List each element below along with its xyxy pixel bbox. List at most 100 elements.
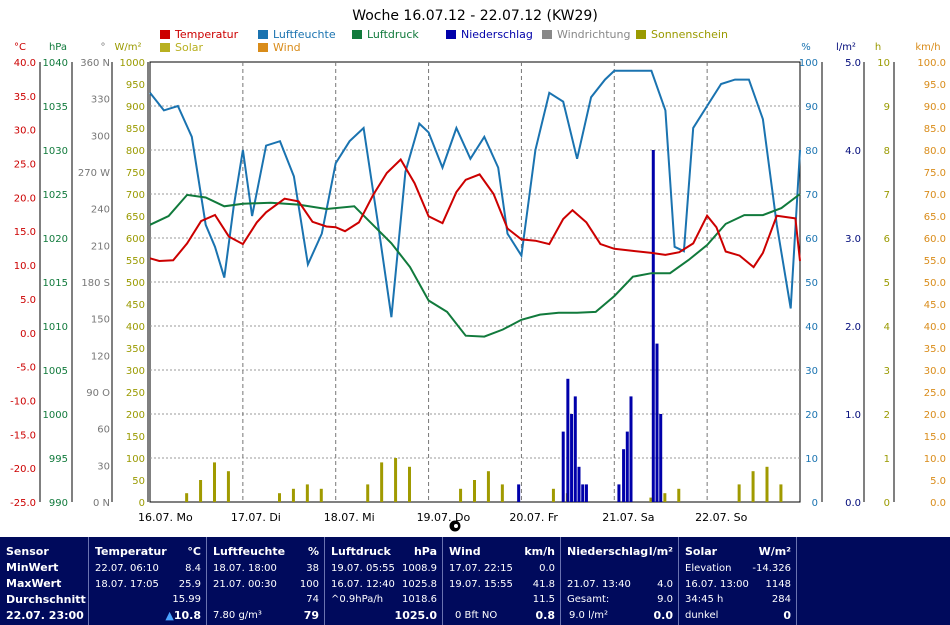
legend-label: Niederschlag <box>461 28 533 41</box>
y-tick-label: 4 <box>884 322 890 333</box>
y-tick-label: 10 <box>877 58 890 69</box>
y-tick-label: 0.0 <box>20 329 36 340</box>
y-tick-label: 150 <box>126 432 145 443</box>
y-tick-label: 850 <box>126 124 145 135</box>
y-tick-label: 150 <box>91 315 110 326</box>
rain-bar <box>625 431 629 502</box>
hum-min-value: 38 <box>306 563 319 574</box>
legend-label: Solar <box>175 41 204 54</box>
hum-unit: % <box>307 545 319 558</box>
y-tick-label: 20.0 <box>924 410 946 421</box>
hum-current: 79 <box>303 609 319 622</box>
y-tick-label: 2 <box>884 410 890 421</box>
y-tick-label: 10.0 <box>924 454 946 465</box>
y-tick-label: 1025 <box>43 190 68 201</box>
legend-label: Windrichtung <box>557 28 630 41</box>
y-tick-label: 270 W <box>78 168 110 179</box>
y-tick-label: 8 <box>884 146 890 157</box>
legend-label: Sonnenschein <box>651 28 728 41</box>
y-tick-label: 15.0 <box>924 432 946 443</box>
temp-max-time: 18.07. 17:05 <box>95 579 159 590</box>
y-tick-label: 1015 <box>43 278 68 289</box>
legend-swatch <box>636 30 646 39</box>
sunshine-bar <box>459 488 463 502</box>
legend: Temperatur Luftfeuchte Luftdruck Niederschl… <box>160 28 728 54</box>
y-tick-label: 5.0 <box>930 476 946 487</box>
press-max-value: 1025.8 <box>402 579 437 590</box>
y-tick-label: 250 <box>126 388 145 399</box>
press-max-time: 16.07. 12:40 <box>331 579 395 590</box>
sunshine-bar <box>663 493 667 502</box>
y-tick-label: 350 <box>126 344 145 355</box>
current-time: 22.07. 23:00 <box>6 609 84 622</box>
rain-bar <box>570 414 574 502</box>
legend-label: Luftdruck <box>367 28 419 41</box>
sunshine-bar <box>500 484 504 502</box>
y-tick-label: 20.0 <box>14 193 36 204</box>
y-axis-unit: °C <box>14 42 26 53</box>
col-pressure: Luftdruck hPa 19.07. 05:55 1008.9 16.07.… <box>324 537 443 625</box>
y-tick-label: 5.0 <box>20 295 36 306</box>
y-tick-label: 9 <box>884 102 890 113</box>
y-tick-label: 1035 <box>43 102 68 113</box>
col-humidity: Luftfeuchte % 18.07. 18:00 38 21.07. 00:… <box>206 537 325 625</box>
y-tick-label: 600 <box>126 234 145 245</box>
y-tick-label: 3 <box>884 366 890 377</box>
rain-rate: 9.0 l/m² <box>569 610 608 621</box>
wind-direction: 0 Bft NO <box>455 610 498 621</box>
press-trend: ^0.9hPa/h <box>331 594 384 605</box>
y-tick-label: 400 <box>126 322 145 333</box>
x-tick-label: 18.07. Mi <box>324 511 375 524</box>
solar-title: Solar <box>685 545 718 558</box>
rain-bar <box>617 484 621 502</box>
y-tick-label: 750 <box>126 168 145 179</box>
rain-bar <box>577 466 581 502</box>
y-axis-unit: ° <box>101 42 106 53</box>
y-tick-label: 330 <box>91 95 110 106</box>
sunshine-bar <box>278 493 281 502</box>
sunshine-bar <box>319 488 323 502</box>
sunshine-bar <box>737 484 741 502</box>
sunshine-bar <box>380 462 384 502</box>
x-tick-label: 22.07. So <box>695 511 747 524</box>
solar-sunshine-hours: 34:45 h <box>685 594 724 605</box>
hum-max-time: 21.07. 00:30 <box>213 579 277 590</box>
y-tick-label: 80 <box>805 146 818 157</box>
axes: °C40.035.030.025.020.015.010.05.00.0-5.0… <box>10 42 946 509</box>
y-tick-label: -25.0 <box>10 498 36 509</box>
legend-swatch <box>352 30 362 39</box>
legend-label: Luftfeuchte <box>273 28 336 41</box>
hum-max-value: 100 <box>299 579 319 590</box>
temp-title: Temperatur <box>95 545 167 558</box>
hum-title: Luftfeuchte <box>213 545 286 558</box>
y-tick-label: 45.0 <box>924 300 946 311</box>
col-sensor: Sensor MinWert MaxWert Durchschnitt 22.0… <box>0 537 88 625</box>
press-min-value: 1008.9 <box>402 563 437 574</box>
legend-swatch <box>160 30 170 39</box>
rain-bar <box>581 484 585 502</box>
solar-elevation-label: Elevation <box>685 563 732 574</box>
sunshine-bar <box>199 480 203 502</box>
y-tick-label: 55.0 <box>924 256 946 267</box>
y-tick-label: 70 <box>805 190 818 201</box>
y-tick-label: 10 <box>805 454 818 465</box>
sunshine-bar <box>751 471 755 502</box>
hum-min-time: 18.07. 18:00 <box>213 563 277 574</box>
y-tick-label: 995 <box>49 454 68 465</box>
solar-elevation-value: -14.326 <box>752 563 791 574</box>
y-tick-label: 200 <box>126 410 145 421</box>
plot-area <box>149 69 801 502</box>
y-tick-label: 550 <box>126 256 145 267</box>
wind-max-time: 19.07. 15:55 <box>449 579 513 590</box>
hum-avg-value: 74 <box>306 594 319 605</box>
y-tick-label: 4.0 <box>845 146 861 157</box>
rain-bar <box>655 343 659 502</box>
y-axis-unit: hPa <box>49 42 67 53</box>
press-title: Luftdruck <box>331 545 391 558</box>
temp-avg-value: 15.99 <box>172 594 201 605</box>
rain-max-value: 4.0 <box>657 579 673 590</box>
y-tick-label: 1010 <box>43 322 68 333</box>
y-tick-label: -20.0 <box>10 464 36 475</box>
y-tick-label: 90.0 <box>924 102 946 113</box>
legend-label: Temperatur <box>174 28 239 41</box>
